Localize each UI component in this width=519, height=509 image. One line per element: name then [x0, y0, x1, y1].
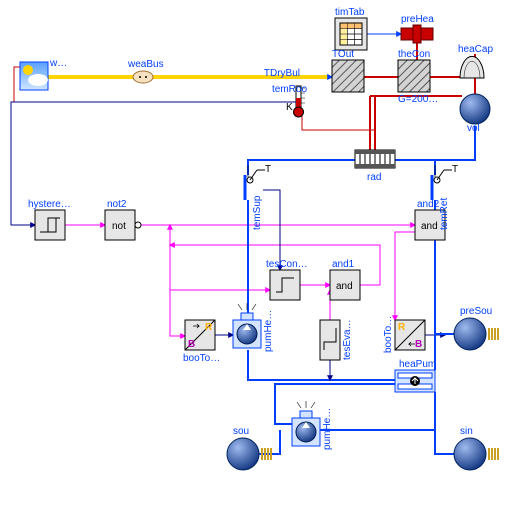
heacap-label: heaCap [458, 44, 493, 55]
tout-block[interactable] [332, 60, 364, 92]
timtab-label: timTab [335, 7, 365, 18]
sin-label: sin [460, 426, 473, 437]
rad-label: rad [367, 172, 381, 183]
thecon-block[interactable] [398, 60, 430, 92]
svg-text:and: and [336, 281, 353, 292]
timtab-block[interactable] [335, 18, 367, 50]
rad-block[interactable] [355, 150, 395, 168]
svg-text:R: R [205, 322, 213, 333]
booTo1-label: booTo… [0, 0, 37, 3]
svg-text:T: T [452, 164, 458, 175]
pump2-label: pumHe… [322, 408, 333, 450]
svg-text:B: B [415, 339, 422, 350]
heapum-label: heaPum [399, 359, 436, 370]
preSou-label: preSou [460, 306, 492, 317]
temret-sensor[interactable] [432, 165, 452, 200]
svg-text:and: and [421, 221, 438, 232]
temret-label: temRet [439, 198, 450, 230]
weather-block[interactable] [20, 62, 48, 90]
not2-label: not2 [107, 199, 127, 210]
teseva-label: tesEva… [342, 319, 353, 360]
and1-label: and1 [332, 259, 355, 270]
vol-label: vol [467, 123, 480, 134]
prehea-label: preHea [401, 14, 434, 25]
svg-text:B: B [188, 339, 195, 350]
svg-text:T: T [265, 164, 271, 175]
pump1-label: pumHe… [263, 310, 274, 352]
svg-text:K: K [286, 102, 293, 113]
heacap-block[interactable] [460, 56, 484, 78]
pump1-block[interactable] [233, 303, 261, 348]
tescon-label: tesCon… [266, 259, 308, 270]
thecon-block-label: theCon [398, 49, 430, 60]
booTo2-block[interactable]: RB [395, 320, 425, 350]
temroo-label: temRoo [272, 84, 307, 95]
booTo2-label: booTo… [383, 316, 394, 353]
prehea-block[interactable] [401, 25, 433, 43]
blocks-layer: notandandRBRB [20, 18, 499, 470]
svg-text:not: not [112, 221, 126, 232]
tout-block-label: TOut [332, 49, 354, 60]
pump2-block[interactable] [292, 401, 320, 446]
booTo1-block[interactable]: RB [185, 320, 215, 350]
weabus-label: weaBus [127, 59, 164, 70]
heapum-block[interactable] [395, 370, 435, 392]
svg-text:w…: w… [49, 58, 67, 69]
svg-text:R: R [398, 322, 406, 333]
temsup-sensor[interactable] [245, 165, 265, 200]
g200-label: G=200… [398, 94, 438, 105]
svg-text:booTo…: booTo… [183, 353, 220, 364]
temsup-label: temSup [252, 195, 263, 230]
weabus-node[interactable] [133, 71, 153, 83]
hystere-label: hystere… [28, 199, 71, 210]
and2-label: and2 [417, 199, 440, 210]
sou-label: sou [233, 426, 249, 437]
tdrybul-label: TDryBul [264, 68, 300, 79]
